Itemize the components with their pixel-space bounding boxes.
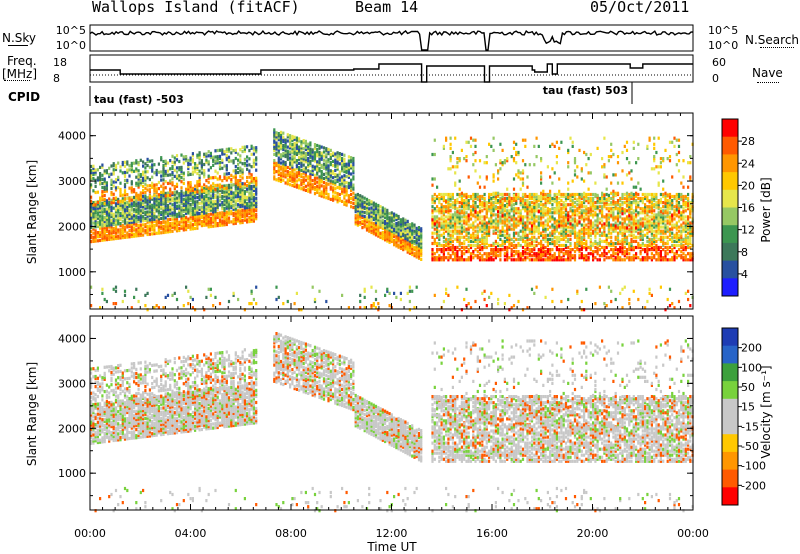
freq-label: Freq. [7,54,37,68]
nsky-tick-low: 10^0 [56,39,86,52]
velocity-colorbar-swatch [722,328,738,347]
freq-underline [4,80,30,81]
colorbars: 28 24 20 16 12 8 4 200 100 50 15 -15 -50 -100 -200 [721,118,766,506]
power-colorbar-tick: 28 [741,135,755,148]
power-colorbar-swatch [722,207,738,226]
date-title: 05/Oct/2011 [590,0,690,16]
velocity-colorbar-tick: 100 [741,361,762,374]
velocity-panel: 1000 2000 3000 4000 [58,315,694,513]
velocity-colorbar-tick: -100 [741,460,766,473]
power-colorbar-swatch [722,136,738,155]
beam-title: Beam 14 [355,0,419,16]
power-ytick: 2000 [58,220,86,233]
power-colorbar-tick: 24 [741,157,755,170]
nsky-label: N.Sky [2,31,37,45]
cpid-left-label: tau (fast) -503 [94,93,184,106]
power-colorbar-swatch [722,242,738,262]
freq-tick-high: 18 [53,56,67,69]
velocity-colorbar-swatch [722,398,738,417]
nsky-underline [8,45,28,46]
nsearch-tick-high: 10^5 [708,24,738,37]
velocity-ytick: 3000 [58,377,86,390]
power-colorbar-tick: 8 [741,246,748,259]
x-tick: 20:00 [577,527,609,540]
power-colorbar-tick: 12 [741,224,755,237]
power-ylabel: Slant Range [km] [25,160,39,264]
power-colorbar-tick: 4 [741,268,748,281]
top-traces [89,30,694,83]
velocity-ylabel: Slant Range [km] [25,362,39,466]
x-axis: 00:00 04:00 08:00 12:00 16:00 20:00 00:00 [74,527,709,540]
x-tick: 08:00 [275,527,307,540]
velocity-colorbar-label: Velocity [m s⁻¹] [759,365,773,458]
cpid-right-label: tau (fast) 503 [543,84,628,97]
velocity-colorbar-tick: 50 [741,381,755,394]
x-tick: 00:00 [677,527,709,540]
velocity-colorbar-swatch [722,451,738,471]
velocity-colorbar-tick: -50 [741,440,759,453]
nave-tick-low: 0 [712,72,719,85]
x-axis-label: Time UT [366,540,417,554]
freq-panel [89,54,694,83]
nave-underline [757,82,779,83]
velocity-colorbar-tick: 15 [741,401,755,414]
velocity-colorbar-swatch [722,363,738,382]
power-colorbar-swatch [722,119,738,138]
power-ytick: 1000 [58,266,86,279]
power-colorbar-tick: 16 [741,202,755,215]
station-title: Wallops Island (fitACF) [92,0,300,16]
velocity-colorbar-tick: -200 [741,479,766,492]
velocity-ytick: 1000 [58,467,86,480]
power-colorbar-swatch [722,154,738,173]
nave-tick-high: 60 [712,56,726,69]
x-tick: 12:00 [376,527,408,540]
power-panel: 1000 2000 3000 4000 [58,112,694,312]
nsky-trace [89,30,694,51]
x-tick: 04:00 [175,527,207,540]
velocity-colorbar-swatch [722,416,738,435]
power-colorbar-swatch [722,260,738,279]
power-ytick: 4000 [58,130,86,143]
power-colorbar-label: Power [dB] [759,177,773,242]
velocity-ytick: 4000 [58,332,86,345]
velocity-colorbar-tick: -15 [741,420,759,433]
velocity-colorbar-swatch [722,434,738,453]
x-tick: 16:00 [476,527,508,540]
nave-label: Nave [752,66,783,80]
nsky-panel [89,24,694,52]
velocity-colorbar-swatch [722,345,738,364]
freq-unit: [MHz] [2,67,38,81]
velocity-colorbar-tick: 200 [741,342,762,355]
power-cells [90,128,694,312]
power-colorbar-swatch [722,172,738,191]
velocity-cells [90,332,694,513]
cpid-label: CPID [8,90,41,104]
velocity-ytick: 2000 [58,422,86,435]
x-tick: 00:00 [74,527,106,540]
nsky-tick-high: 10^5 [56,24,86,37]
power-colorbar-swatch [722,278,738,297]
velocity-colorbar-swatch [722,487,738,506]
velocity-colorbar-swatch [722,381,738,400]
power-colorbar-swatch [722,189,738,208]
freq-tick-low: 8 [53,72,60,85]
power-colorbar-tick: 20 [741,179,755,192]
power-ytick: 3000 [58,175,86,188]
velocity-colorbar-swatch [722,469,738,488]
nsearch-label: N.Search [745,33,800,47]
freq-trace [90,63,693,83]
nsearch-underline [760,47,794,48]
nsearch-tick-low: 10^0 [708,39,738,52]
power-colorbar-swatch [722,225,738,244]
